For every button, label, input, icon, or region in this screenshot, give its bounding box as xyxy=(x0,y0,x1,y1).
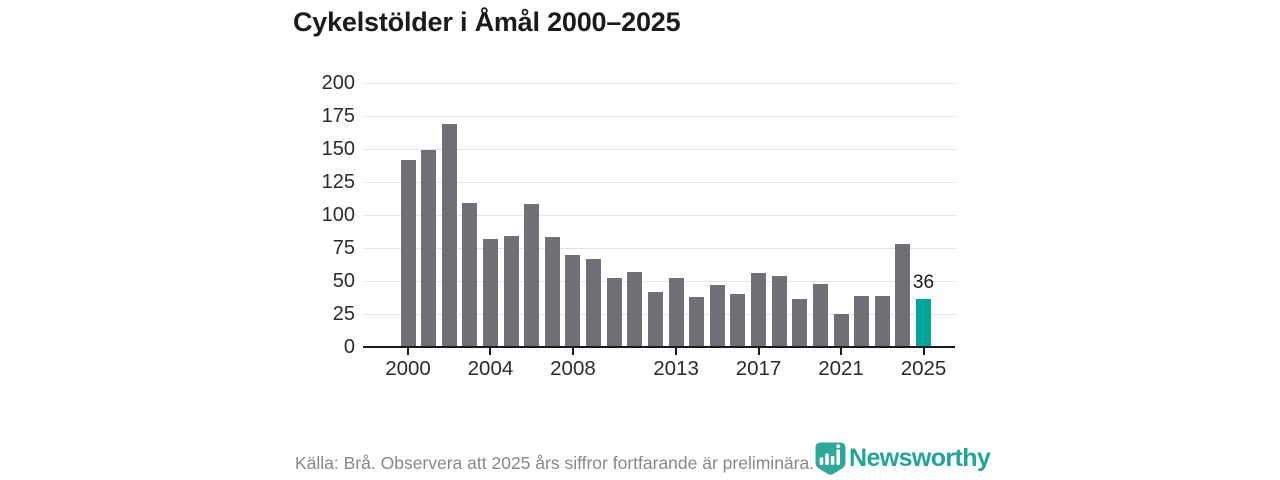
bar-2022 xyxy=(854,295,870,347)
y-axis-label-75: 75 xyxy=(332,237,355,259)
y-axis-labels: 0 25 50 75 100 125 150 175 200 xyxy=(295,72,355,358)
gridline-125 xyxy=(365,182,955,183)
gridline-200 xyxy=(365,83,955,84)
bar-2021 xyxy=(833,314,849,347)
y-axis-label-200: 200 xyxy=(321,72,355,94)
x-axis-label-2000: 2000 xyxy=(385,357,431,380)
x-axis-label-2025: 2025 xyxy=(900,357,947,380)
x-axis-label-2004: 2004 xyxy=(467,357,514,380)
bar-2016 xyxy=(730,294,746,347)
gridline-75 xyxy=(365,248,955,249)
x-tick-2000 xyxy=(407,348,409,355)
bar-2003 xyxy=(462,203,478,347)
chart-title: Cykelstölder i Åmål 2000–2025 xyxy=(293,7,681,37)
bar-2000 xyxy=(400,159,416,347)
bar-2011 xyxy=(627,271,643,347)
bar-2014 xyxy=(689,296,705,347)
bar-2006 xyxy=(524,204,540,347)
bar-2018 xyxy=(771,275,787,347)
x-axis-line xyxy=(363,346,955,348)
x-axis-label-2017: 2017 xyxy=(735,357,782,380)
x-tick-2008 xyxy=(571,348,574,355)
x-axis-label-2013: 2013 xyxy=(653,357,699,380)
highlighted-bar-value-label: 36 xyxy=(912,272,935,294)
bar-2002 xyxy=(441,123,457,347)
x-axis-label-2008: 2008 xyxy=(550,357,596,380)
x-tick-2025 xyxy=(922,348,925,355)
y-axis-label-0: 0 xyxy=(343,336,355,358)
bar-2013 xyxy=(668,278,684,347)
bar-2004 xyxy=(482,238,498,347)
newsworthy-shield-barchart-icon xyxy=(815,442,846,475)
gridline-175 xyxy=(365,116,955,117)
bar-2005 xyxy=(503,236,519,347)
bar-2012 xyxy=(647,291,663,347)
y-axis-label-50: 50 xyxy=(332,270,355,292)
bar-2017 xyxy=(751,273,767,347)
bar-2007 xyxy=(544,237,560,347)
bar-2001 xyxy=(421,150,437,347)
y-axis-label-175: 175 xyxy=(321,105,355,127)
x-tick-2021 xyxy=(840,348,843,355)
bar-2009 xyxy=(586,258,602,347)
bar-2025 xyxy=(916,299,931,347)
x-tick-2004 xyxy=(489,348,492,355)
gridline-100 xyxy=(365,215,955,216)
bar-2023 xyxy=(874,295,890,347)
y-axis-label-125: 125 xyxy=(321,171,355,193)
y-axis-label-100: 100 xyxy=(321,204,355,226)
x-tick-2017 xyxy=(757,348,760,355)
bar-2010 xyxy=(606,278,622,347)
source-note: Källa: Brå. Observera att 2025 års siffr… xyxy=(295,453,815,473)
gridline-50 xyxy=(365,281,955,282)
bar-2020 xyxy=(812,283,828,347)
bar-2015 xyxy=(709,284,725,347)
y-axis-label-25: 25 xyxy=(332,303,355,325)
brand-name: Newsworthy xyxy=(849,444,991,472)
bar-2008 xyxy=(565,254,581,347)
bar-2024 xyxy=(895,244,911,347)
plot-area xyxy=(365,83,955,347)
bar-2019 xyxy=(792,299,808,347)
gridline-150 xyxy=(365,149,955,150)
x-axis-label-2021: 2021 xyxy=(818,357,864,380)
x-tick-2013 xyxy=(675,348,678,355)
y-axis-label-150: 150 xyxy=(321,138,355,160)
